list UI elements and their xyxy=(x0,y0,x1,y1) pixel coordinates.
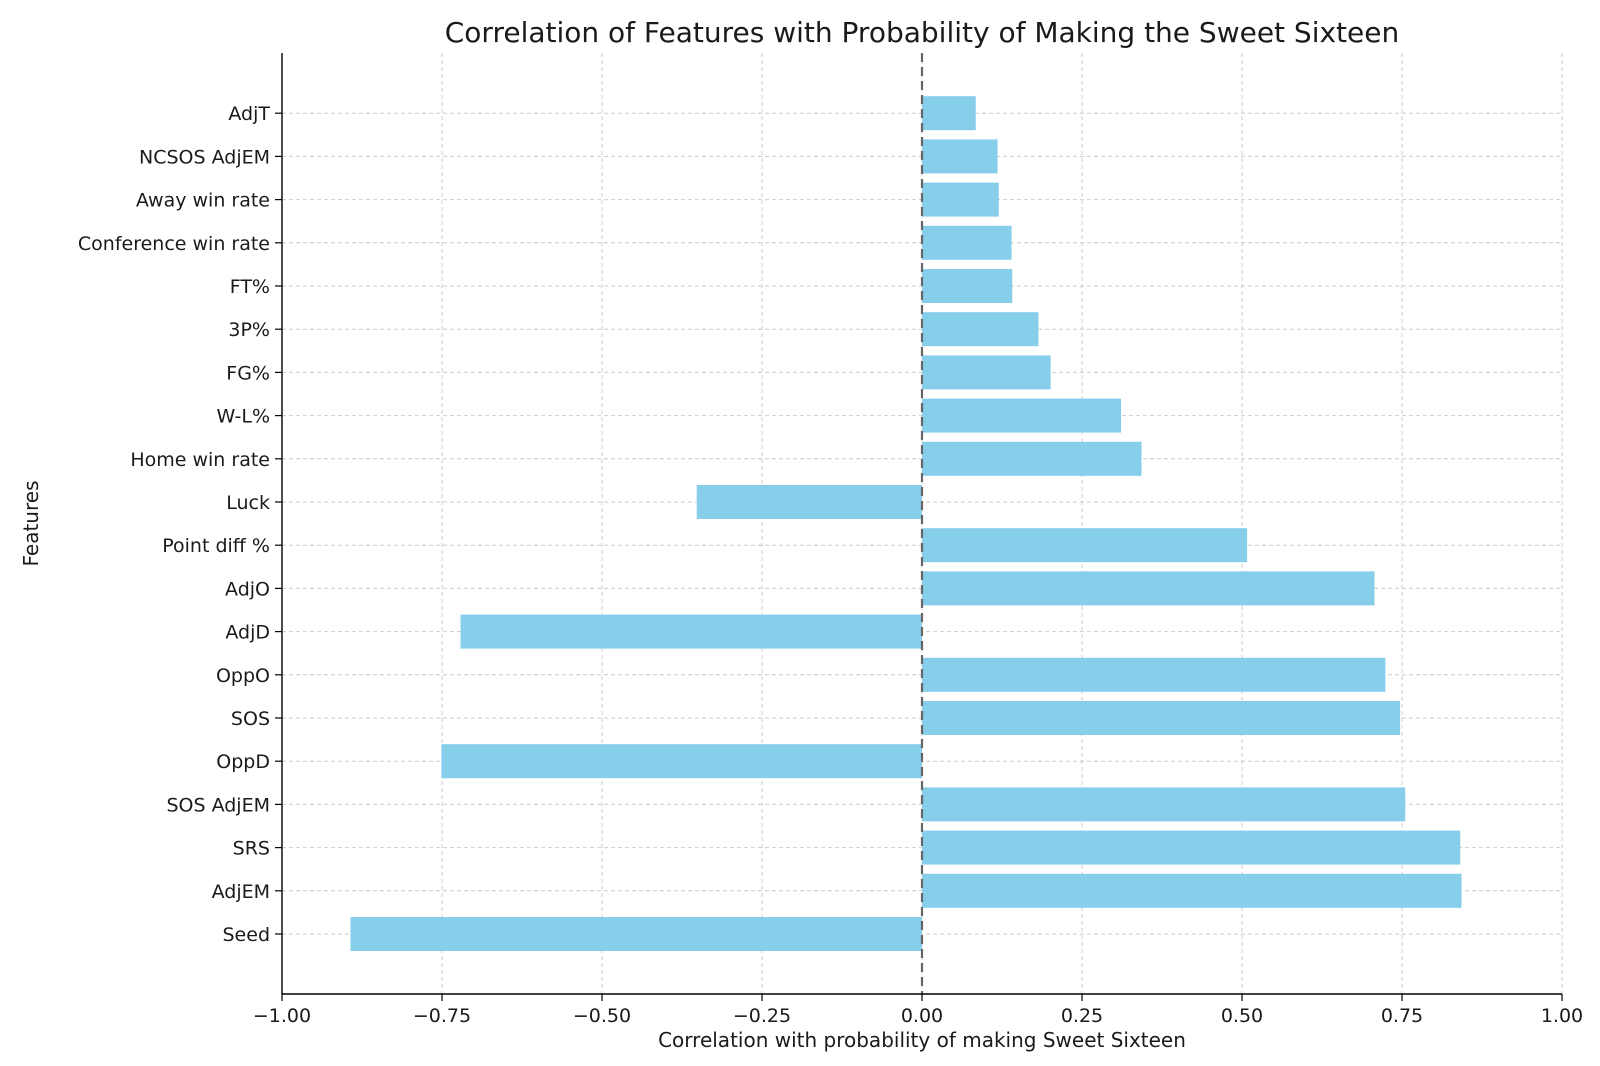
bar-sos xyxy=(922,701,1401,735)
x-tick-label: 0.50 xyxy=(1221,1005,1263,1027)
y-tick-label: FG% xyxy=(226,362,270,384)
y-tick-label: AdjD xyxy=(225,622,270,644)
bar-sos-adjem xyxy=(922,787,1406,822)
bar-ncsos-adjem xyxy=(922,139,998,174)
bar-adjt xyxy=(922,96,976,131)
x-tick-label: 0.25 xyxy=(1061,1005,1103,1027)
bar-adjem xyxy=(922,873,1462,908)
bar-conference-win-rate xyxy=(922,225,1012,260)
bar-luck xyxy=(696,485,922,519)
y-tick-label: 3P% xyxy=(228,319,270,341)
x-axis-title: Correlation with probability of making S… xyxy=(658,1028,1186,1052)
bar-seed xyxy=(350,917,923,951)
y-tick-label: Seed xyxy=(223,924,271,946)
bar-point-diff xyxy=(922,528,1248,563)
y-tick-label: W-L% xyxy=(216,406,270,428)
y-tick-label: FT% xyxy=(230,276,270,298)
x-tick-label: −1.00 xyxy=(253,1005,311,1027)
bar-adjd xyxy=(460,614,922,649)
y-tick-label: Conference win rate xyxy=(78,233,270,255)
bar-adjo xyxy=(922,571,1375,606)
bar-oppo xyxy=(922,657,1386,692)
y-tick-label: Home win rate xyxy=(130,449,270,471)
y-tick-label: Point diff % xyxy=(162,535,270,557)
y-tick-label: AdjT xyxy=(228,103,270,125)
bar-ft xyxy=(922,269,1013,303)
bar-srs xyxy=(922,830,1461,865)
x-tick-label: −0.50 xyxy=(573,1005,631,1027)
x-tick-label: 0.00 xyxy=(901,1005,943,1027)
y-tick-label: NCSOS AdjEM xyxy=(139,146,270,168)
y-tick-label: OppD xyxy=(216,751,270,773)
y-tick-label: Luck xyxy=(226,492,270,514)
bar-3p xyxy=(922,312,1039,347)
x-tick-label: 0.75 xyxy=(1381,1005,1423,1027)
y-tick-label: SOS AdjEM xyxy=(166,794,270,816)
y-tick-label: AdjEM xyxy=(212,881,270,903)
bar-away-win-rate xyxy=(922,182,999,217)
y-tick-label: OppO xyxy=(216,665,270,687)
y-tick-label: SOS xyxy=(231,708,270,730)
y-tick-label: AdjO xyxy=(225,578,270,600)
bar-oppd xyxy=(441,744,922,779)
bar-w-l xyxy=(922,398,1122,433)
bar-fg xyxy=(922,355,1051,390)
chart-title: Correlation of Features with Probability… xyxy=(445,16,1399,49)
bar-home-win-rate xyxy=(922,441,1142,476)
ticks-layer: −1.00 −0.75 −0.50 −0.25 0.00 0.25 0.50 0.75 1.00… xyxy=(78,103,1583,1027)
y-axis-title: Features xyxy=(19,481,43,567)
bars-layer xyxy=(350,96,1462,951)
x-tick-label: 1.00 xyxy=(1541,1005,1583,1027)
x-tick-label: −0.75 xyxy=(413,1005,471,1027)
y-tick-label: SRS xyxy=(233,838,270,860)
y-tick-label: Away win rate xyxy=(136,190,270,212)
x-tick-label: −0.25 xyxy=(733,1005,791,1027)
